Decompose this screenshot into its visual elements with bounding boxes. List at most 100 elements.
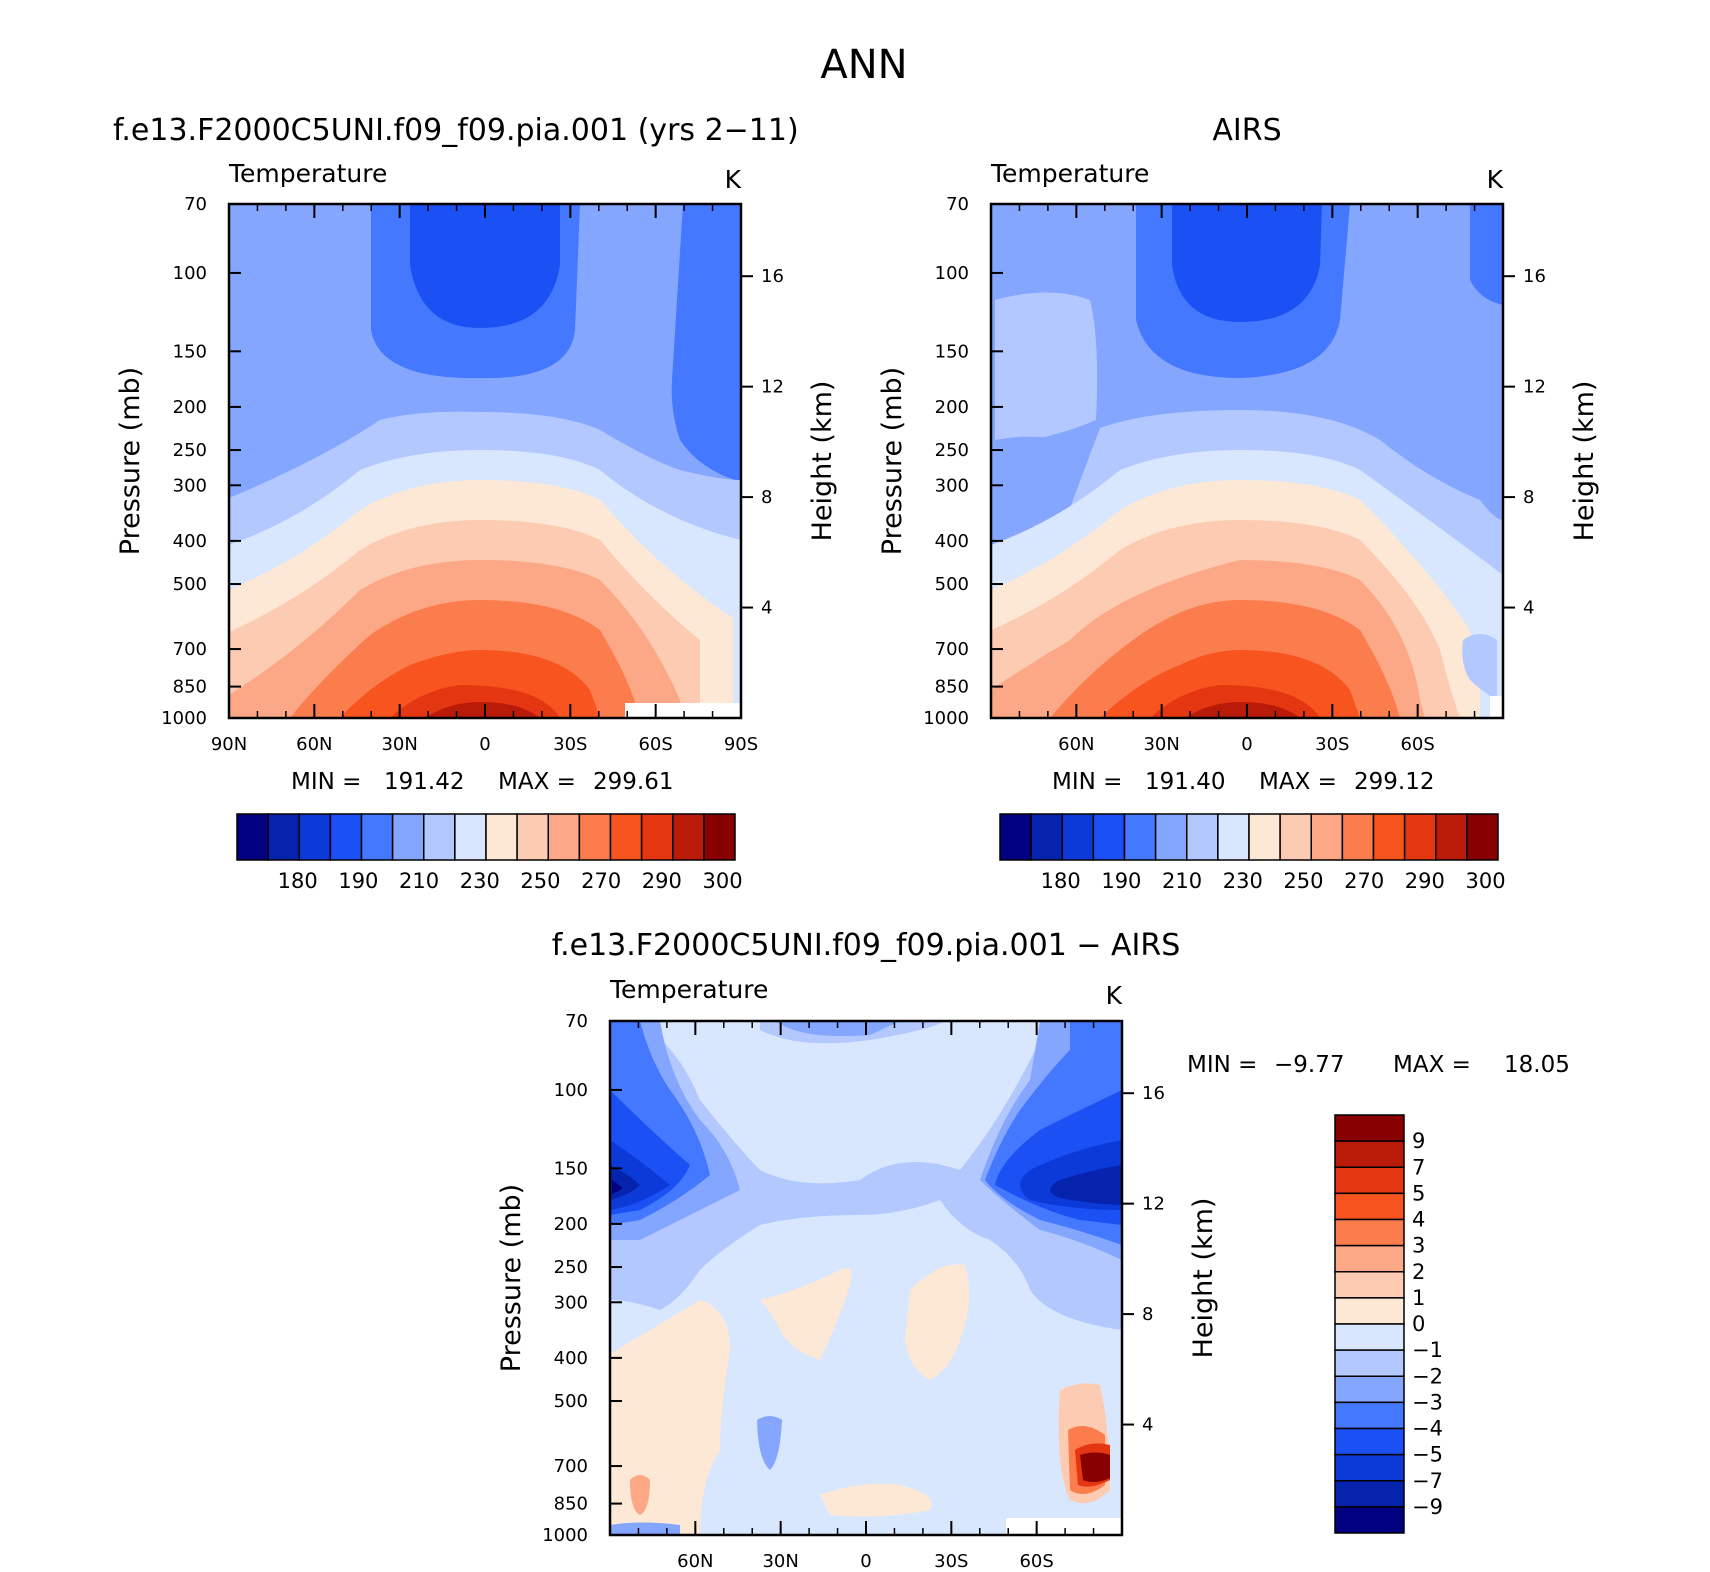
contour-field xyxy=(610,1021,1122,1535)
y-tick-label: 250 xyxy=(554,1257,588,1278)
level-band xyxy=(630,1475,650,1515)
colorbar-label: 180 xyxy=(278,869,318,893)
level-band xyxy=(776,1021,900,1037)
x-tick-label: 60N xyxy=(296,734,332,755)
min-value: 191.40 xyxy=(1145,769,1225,795)
colorbar-label: 5 xyxy=(1412,1181,1425,1205)
level-band xyxy=(1462,634,1497,700)
colorbar-label: 300 xyxy=(703,869,743,893)
y2-axis-label: Height (km) xyxy=(807,381,838,542)
missing-data xyxy=(1006,1518,1122,1535)
y-tick-label: 70 xyxy=(184,194,207,215)
colorbar-swatch xyxy=(1217,813,1250,861)
y-tick-label: 150 xyxy=(554,1158,588,1179)
contour-field xyxy=(229,204,741,718)
colorbar-label: 3 xyxy=(1412,1234,1425,1258)
level-band xyxy=(760,1268,852,1360)
colorbar-swatch xyxy=(298,813,332,861)
panel-airs: AIRS Temperature K 60N 30N 0 30S 60S 70 100 150… xyxy=(877,113,1600,893)
y-tick-label: 400 xyxy=(935,531,969,552)
variable-label: Temperature xyxy=(228,159,387,188)
y-tick-label: 700 xyxy=(554,1456,588,1477)
y2-axis-label: Height (km) xyxy=(1188,1198,1219,1359)
units-label: K xyxy=(725,165,742,194)
colorbar-swatch xyxy=(999,813,1032,861)
y2-tick-label: 16 xyxy=(1142,1083,1165,1104)
colorbar-label: −1 xyxy=(1412,1338,1443,1362)
colorbar-swatch xyxy=(1334,1166,1405,1195)
colorbar-swatch xyxy=(1334,1140,1405,1168)
colorbar-swatch xyxy=(1334,1114,1405,1142)
colorbar-swatch xyxy=(1310,813,1344,861)
panel-difference: f.e13.F2000C5UNI.f09_f09.pia.001 − AIRS … xyxy=(496,928,1570,1572)
panel-model: f.e13.F2000C5UNI.f09_f09.pia.001 (yrs 2−… xyxy=(113,113,838,893)
y2-tick-label: 16 xyxy=(761,266,784,287)
figure-title: ANN xyxy=(820,42,907,88)
variable-label: Temperature xyxy=(609,975,768,1004)
variable-label: Temperature xyxy=(990,159,1149,188)
x-tick-label: 60S xyxy=(1019,1551,1053,1568)
colorbar-swatch xyxy=(1341,813,1375,861)
colorbar-label: 0 xyxy=(1412,1312,1425,1336)
colorbar-swatch xyxy=(1334,1297,1405,1325)
colorbar-swatch xyxy=(703,813,736,861)
colorbar-swatch xyxy=(454,813,487,861)
colorbar-swatch xyxy=(1123,813,1157,861)
y-tick-label: 300 xyxy=(554,1292,588,1313)
y-tick-label: 200 xyxy=(935,397,969,418)
level-band xyxy=(1172,204,1322,322)
missing-data xyxy=(625,703,741,718)
x-tick-label: 60N xyxy=(1058,734,1094,755)
max-value: 299.61 xyxy=(593,769,673,795)
colorbar-label: −4 xyxy=(1412,1417,1443,1441)
y-tick-label: 200 xyxy=(554,1214,588,1235)
colorbar: 180 190 210 230 250 270 290 300 xyxy=(236,813,743,893)
colorbar-swatch xyxy=(329,813,363,861)
y-tick-label: 200 xyxy=(173,397,207,418)
panel-title: AIRS xyxy=(1212,113,1281,148)
colorbar-swatch xyxy=(1279,813,1312,861)
colorbar-swatch xyxy=(1154,813,1188,861)
colorbar-swatch xyxy=(423,813,456,861)
level-band xyxy=(671,204,741,482)
colorbar-swatch xyxy=(1403,813,1437,861)
x-tick-label: 90N xyxy=(211,734,247,755)
y-tick-label: 700 xyxy=(935,639,969,660)
colorbar-label: 9 xyxy=(1412,1129,1425,1153)
level-band xyxy=(757,1416,782,1470)
min-value: 191.42 xyxy=(384,769,464,795)
colorbar-swatch xyxy=(391,813,425,861)
colorbar-label: 180 xyxy=(1041,869,1081,893)
x-tick-label: 0 xyxy=(1241,734,1252,755)
units-label: K xyxy=(1106,981,1123,1010)
level-band xyxy=(425,702,540,718)
axes: 90N 60N 30N 0 30S 60S 90S 70 100 150 200 250 300 400 5… xyxy=(115,194,838,755)
colorbar-label: 190 xyxy=(338,869,378,893)
y2-tick-label: 4 xyxy=(1142,1415,1153,1436)
max-label: MAX = xyxy=(1259,769,1337,795)
colorbar-swatch xyxy=(1030,813,1063,861)
colorbar-swatch xyxy=(578,813,612,861)
y2-tick-label: 12 xyxy=(1523,377,1546,398)
level-band xyxy=(610,1522,680,1535)
colorbar-label: −2 xyxy=(1412,1364,1443,1388)
colorbar-label: −9 xyxy=(1412,1495,1443,1519)
y2-tick-label: 8 xyxy=(1523,487,1534,508)
x-tick-label: 60S xyxy=(638,734,672,755)
y-tick-label: 400 xyxy=(173,531,207,552)
colorbar-swatch xyxy=(1334,1349,1405,1377)
y-tick-label: 70 xyxy=(565,1011,588,1032)
min-label: MIN = xyxy=(291,769,361,795)
colorbar-swatch xyxy=(1372,813,1406,861)
colorbar-swatch xyxy=(1334,1506,1405,1534)
y-tick-label: 100 xyxy=(935,263,969,284)
colorbar-label: 270 xyxy=(581,869,621,893)
colorbar-swatch xyxy=(1334,1427,1405,1456)
colorbar-swatch xyxy=(1334,1271,1405,1299)
y-tick-label: 1000 xyxy=(161,708,207,729)
y2-tick-label: 8 xyxy=(761,487,772,508)
colorbar-label: 2 xyxy=(1412,1260,1425,1284)
level-band xyxy=(410,204,560,328)
panel-title: f.e13.F2000C5UNI.f09_f09.pia.001 (yrs 2−… xyxy=(113,113,799,148)
colorbar-swatch xyxy=(1248,813,1281,861)
